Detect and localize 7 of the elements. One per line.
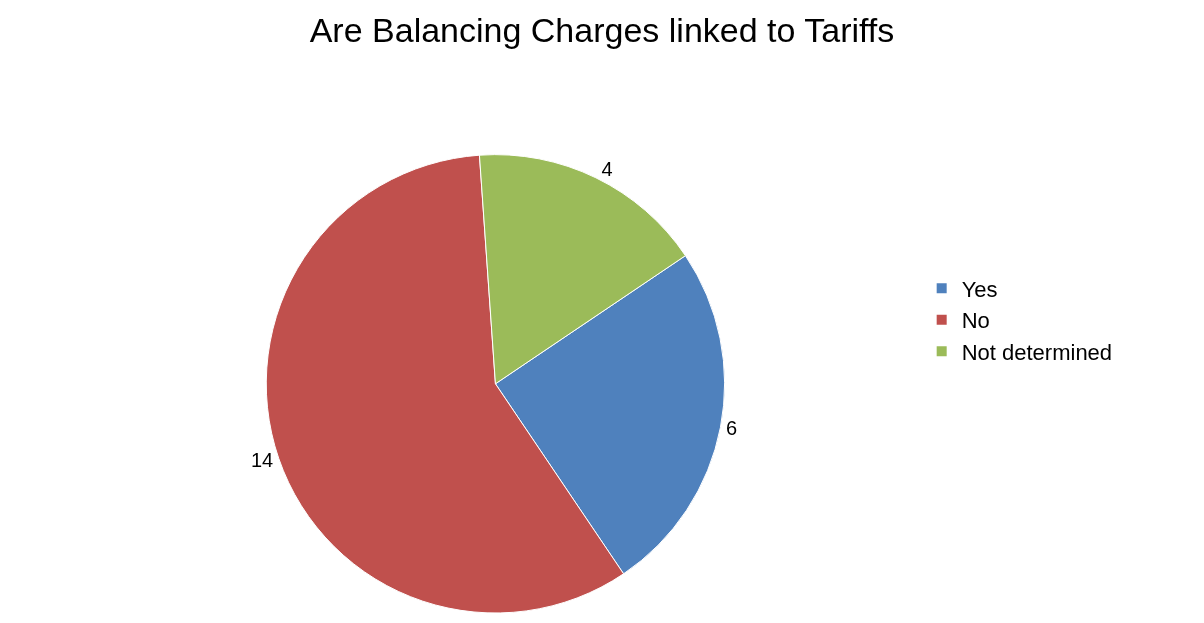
legend-label: No	[961, 308, 990, 334]
legend-label: Yes	[961, 276, 998, 302]
data-label: 4	[601, 157, 613, 180]
data-label: 14	[250, 448, 274, 471]
chart-title: Are Balancing Charges linked to Tariffs	[309, 11, 895, 50]
legend-label: Not determined	[961, 339, 1113, 365]
data-label: 6	[725, 416, 738, 439]
